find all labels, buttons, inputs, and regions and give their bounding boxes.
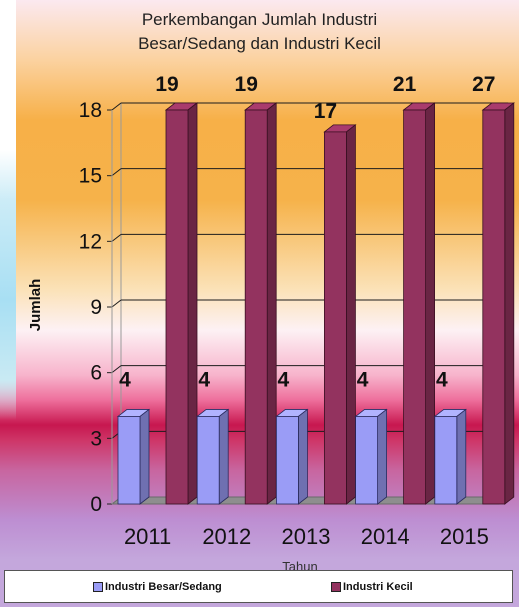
data-label: 21 <box>393 73 417 96</box>
bar-side-face <box>266 102 277 505</box>
bar-industri-kecil-2015 <box>481 102 515 505</box>
data-label: 4 <box>357 368 369 391</box>
bar-side-face <box>377 408 388 505</box>
y-tick-label: 3 <box>90 427 102 450</box>
y-tick-label: 9 <box>90 296 102 319</box>
x-tick-label: 2011 <box>124 524 171 549</box>
bar-front-face <box>275 416 299 505</box>
y-axis-title: Jumlah <box>27 279 44 332</box>
bar-side-face <box>456 408 467 505</box>
bar-industri-kecil-2012 <box>244 102 278 505</box>
bar-front-face <box>434 416 458 505</box>
y-tick-label: 12 <box>79 230 102 253</box>
bar-front-face <box>323 131 347 505</box>
bar-industri-besar-sedang-2014 <box>354 408 388 505</box>
bar-front-face <box>165 109 189 505</box>
gridline-diagonal <box>111 365 122 374</box>
data-label: 19 <box>155 73 178 96</box>
bar-side-face <box>425 102 436 505</box>
chart-title-line-2: Besar/Sedang dan Industri Kecil <box>138 34 381 53</box>
gridline-diagonal <box>111 299 122 308</box>
bar-side-face <box>218 408 229 505</box>
y-tick-label: 6 <box>90 362 102 385</box>
bar-industri-besar-sedang-2015 <box>433 408 467 505</box>
bar-front-face <box>244 109 268 505</box>
bar-industri-kecil-2013 <box>323 124 357 505</box>
gridline-diagonal <box>111 168 122 177</box>
bar-industri-besar-sedang-2011 <box>116 408 151 505</box>
bar-side-face <box>345 124 356 505</box>
gridline-diagonal <box>111 102 122 111</box>
bar-side-face <box>139 408 150 505</box>
bar-front-face <box>355 416 379 505</box>
bar-industri-kecil-2014 <box>402 102 436 505</box>
bar-front-face <box>403 109 427 505</box>
bar-industri-kecil-2011 <box>164 102 199 505</box>
legend-swatch-industri-besar-sedang <box>93 582 103 592</box>
bar-side-face <box>187 102 198 505</box>
data-label: 17 <box>314 100 337 123</box>
bar-front-face <box>196 416 220 505</box>
data-label: 4 <box>198 368 210 391</box>
y-tick-label: 15 <box>79 165 102 188</box>
x-tick-label: 2014 <box>361 524 410 549</box>
legend-item-industri-kecil: Industri Kecil <box>331 581 413 593</box>
bar-front-face <box>482 109 506 505</box>
bar-industri-besar-sedang-2013 <box>275 408 309 505</box>
bar-side-face <box>297 408 308 505</box>
legend-swatch-industri-kecil <box>331 582 341 592</box>
x-tick-label: 2013 <box>282 524 331 549</box>
bar-industri-besar-sedang-2012 <box>196 408 230 505</box>
y-tick-label: 18 <box>79 99 102 122</box>
gridline-diagonal <box>111 233 122 242</box>
x-tick-label: 2012 <box>202 524 251 549</box>
y-tick-label: 0 <box>90 493 102 516</box>
bar-side-face <box>504 102 515 505</box>
chart-legend: Industri Besar/Sedang Industri Kecil <box>4 570 513 603</box>
bar-front-face <box>117 416 141 505</box>
legend-item-industri-besar-sedang: Industri Besar/Sedang <box>93 581 222 593</box>
legend-label-industri-besar-sedang: Industri Besar/Sedang <box>105 581 222 593</box>
data-label: 27 <box>472 73 495 96</box>
data-label: 4 <box>436 368 448 391</box>
data-label: 4 <box>278 368 290 391</box>
data-label: 4 <box>119 368 131 391</box>
data-label: 19 <box>235 73 258 96</box>
x-tick-label: 2015 <box>440 524 489 549</box>
legend-label-industri-kecil: Industri Kecil <box>343 581 413 593</box>
chart-title-line-1: Perkembangan Jumlah Industri <box>141 10 378 29</box>
